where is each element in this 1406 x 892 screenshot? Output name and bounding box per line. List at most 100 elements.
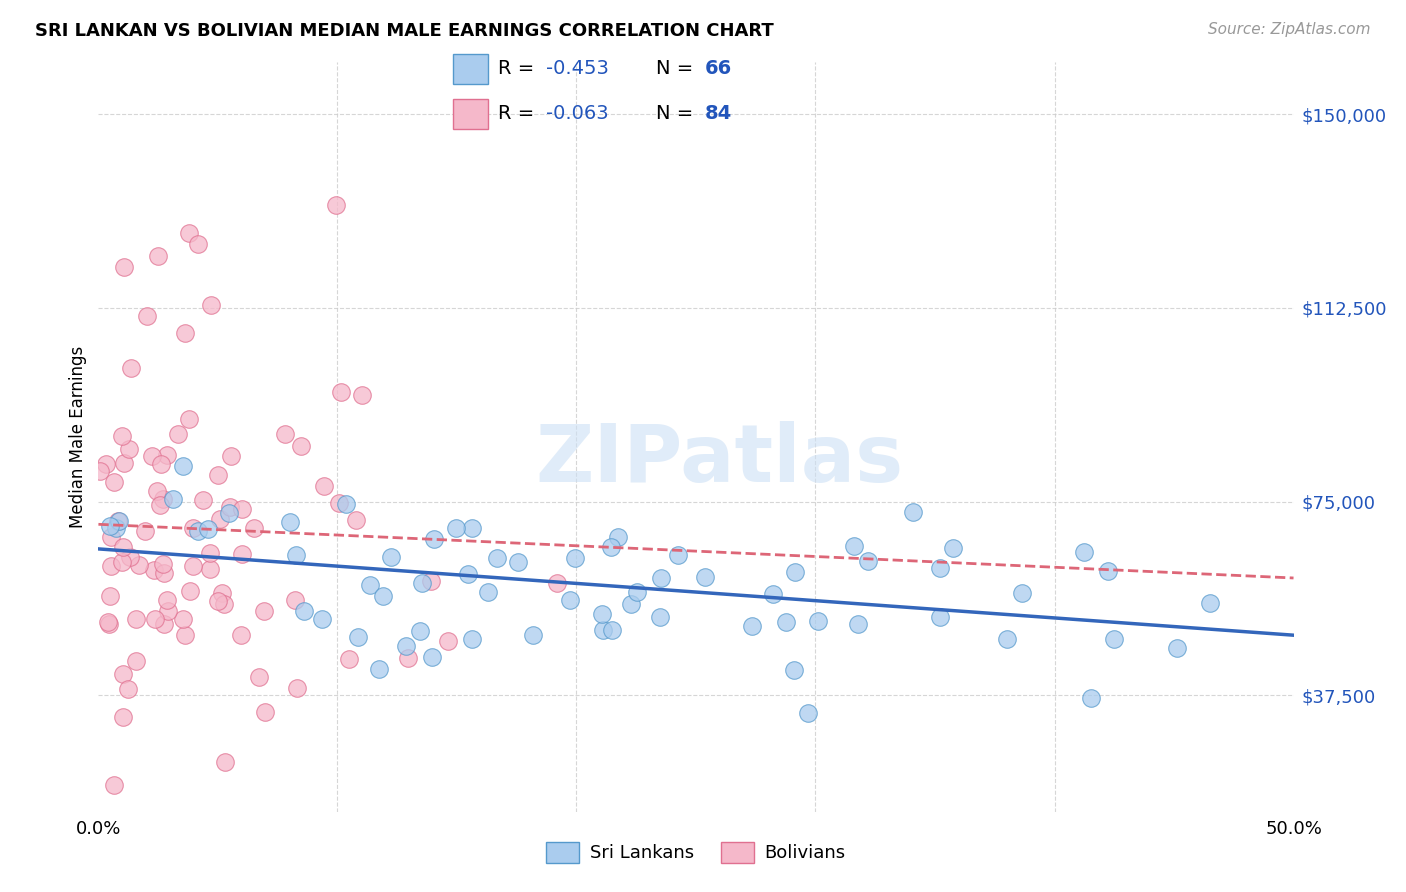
Point xyxy=(125,655,148,669)
Point xyxy=(231,501,253,516)
Text: -0.453: -0.453 xyxy=(546,60,609,78)
Point xyxy=(166,427,188,442)
Point xyxy=(207,467,229,482)
Point xyxy=(600,623,623,637)
Point xyxy=(650,610,672,624)
Point xyxy=(457,567,479,582)
Point xyxy=(112,456,135,470)
Point xyxy=(592,624,614,638)
Legend: Sri Lankans, Bolivians: Sri Lankans, Bolivians xyxy=(540,835,852,870)
Point xyxy=(903,505,925,519)
Point xyxy=(221,450,243,464)
Point xyxy=(98,519,122,533)
Point xyxy=(247,670,270,684)
Point xyxy=(437,633,460,648)
Point xyxy=(156,593,179,607)
Text: N =: N = xyxy=(657,60,700,78)
Point xyxy=(149,499,172,513)
Point xyxy=(506,555,529,569)
Point xyxy=(142,563,165,577)
Point xyxy=(359,578,381,592)
Point xyxy=(111,540,134,554)
Point xyxy=(181,521,204,535)
Point xyxy=(111,555,134,569)
Point xyxy=(785,565,807,579)
Point xyxy=(461,632,484,647)
Point xyxy=(371,589,394,603)
Point xyxy=(807,614,830,628)
Point xyxy=(1011,586,1033,600)
Point xyxy=(118,549,141,564)
Point xyxy=(522,627,544,641)
Point xyxy=(409,624,432,638)
Point xyxy=(187,524,209,539)
Point xyxy=(152,491,174,506)
Point xyxy=(546,575,568,590)
Point xyxy=(107,514,129,528)
Text: 84: 84 xyxy=(704,104,733,123)
Point xyxy=(174,326,197,340)
Point xyxy=(157,603,180,617)
Point xyxy=(328,496,350,510)
Point xyxy=(107,514,129,528)
Point xyxy=(172,459,194,474)
Point xyxy=(103,778,125,792)
Point xyxy=(1073,545,1095,559)
Point xyxy=(797,706,820,721)
Point xyxy=(380,550,402,565)
Point xyxy=(846,617,869,632)
Point xyxy=(211,586,233,600)
Point xyxy=(187,236,209,251)
Point xyxy=(143,612,166,626)
Text: 66: 66 xyxy=(704,60,733,78)
Point xyxy=(149,458,172,472)
Point xyxy=(207,594,229,608)
Point xyxy=(153,617,176,632)
Point xyxy=(666,548,689,562)
Text: R =: R = xyxy=(498,104,540,123)
Point xyxy=(650,571,672,585)
Point xyxy=(411,576,433,591)
Point xyxy=(193,493,215,508)
Text: ZIPatlas: ZIPatlas xyxy=(536,420,904,499)
Point xyxy=(141,449,163,463)
Point xyxy=(100,529,122,543)
Point xyxy=(103,475,125,490)
Point xyxy=(741,619,763,633)
Point xyxy=(446,521,468,535)
Point xyxy=(117,681,139,696)
Point xyxy=(208,512,231,526)
Point xyxy=(558,593,581,607)
Point xyxy=(174,628,197,642)
Point xyxy=(1102,632,1125,647)
Point xyxy=(1080,691,1102,706)
Point xyxy=(97,615,120,629)
Point xyxy=(273,427,295,442)
Point xyxy=(120,360,142,375)
Point xyxy=(783,664,806,678)
Point xyxy=(1097,564,1119,578)
Point xyxy=(599,540,621,554)
Point xyxy=(118,442,141,457)
Point xyxy=(626,585,648,599)
Point xyxy=(842,539,865,553)
Point xyxy=(607,529,630,543)
Point xyxy=(337,652,360,666)
Point xyxy=(278,516,301,530)
Point xyxy=(156,448,179,462)
Point xyxy=(214,597,236,611)
Point xyxy=(312,478,335,492)
Text: SRI LANKAN VS BOLIVIAN MEDIAN MALE EARNINGS CORRELATION CHART: SRI LANKAN VS BOLIVIAN MEDIAN MALE EARNI… xyxy=(35,22,773,40)
Point xyxy=(243,521,266,535)
Point xyxy=(284,592,307,607)
Point xyxy=(564,551,586,566)
Point xyxy=(335,497,357,511)
Point xyxy=(200,298,222,312)
Point xyxy=(152,566,174,581)
Point xyxy=(856,554,879,568)
Point xyxy=(197,522,219,536)
Point xyxy=(292,604,315,618)
Point xyxy=(136,309,159,323)
Point xyxy=(134,524,156,539)
Point xyxy=(423,533,446,547)
